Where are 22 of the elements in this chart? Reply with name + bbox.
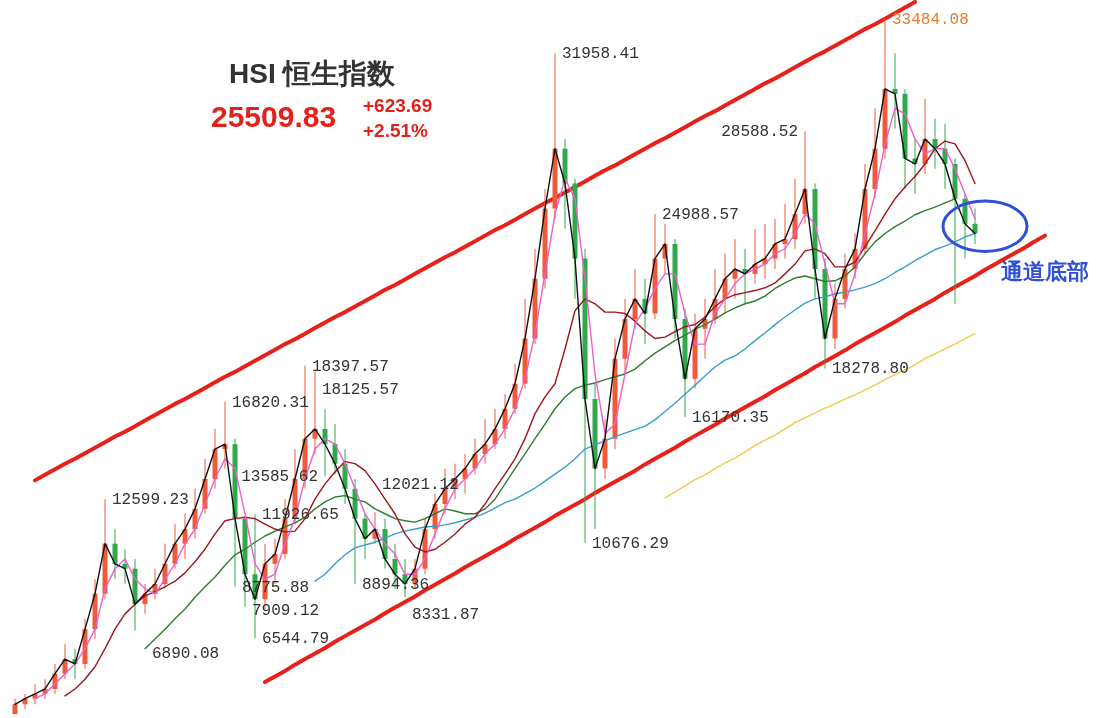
annotation: 8894.36: [362, 575, 430, 594]
annotation: 28588.52: [721, 123, 798, 142]
annotation: 18125.57: [322, 380, 399, 399]
annotation: 6890.08: [152, 644, 220, 663]
annotation: +623.69: [363, 95, 433, 116]
annotation: +2.51%: [363, 120, 429, 141]
annotation: 10676.29: [592, 534, 669, 553]
annotation: 8331.87: [412, 606, 480, 625]
annotation: 7909.12: [252, 601, 320, 620]
annotation: 24988.57: [662, 206, 739, 225]
candlestick: [112, 528, 118, 580]
candlestick: [972, 208, 978, 245]
annotation: 25509.83: [211, 100, 337, 133]
text: HSI 恒生指数: [229, 58, 397, 89]
annotation: 18278.80: [832, 360, 909, 379]
annotation: 18397.57: [312, 357, 389, 376]
annotation: 通道底部: [1000, 259, 1089, 285]
annotation: 31958.41: [562, 45, 639, 64]
annotation: 33484.08: [892, 10, 969, 29]
annotation: 16820.31: [232, 393, 309, 412]
annotation: 6544.79: [262, 630, 330, 649]
annotation: 12599.23: [112, 491, 189, 510]
